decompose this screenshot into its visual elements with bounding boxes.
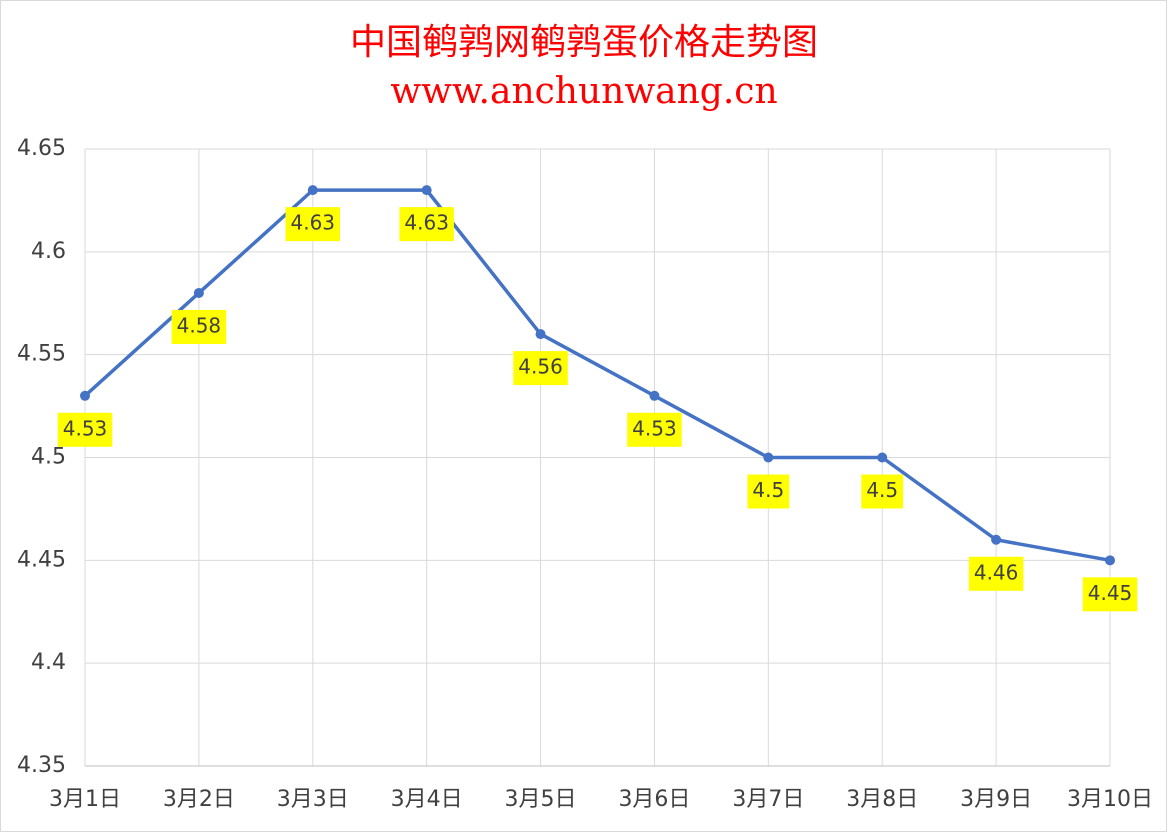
data-label: 4.45 bbox=[1088, 581, 1133, 605]
data-label-bg bbox=[399, 207, 454, 242]
x-tick-label: 3月2日 bbox=[163, 787, 235, 812]
x-tick-label: 3月10日 bbox=[1067, 787, 1153, 812]
y-tick-label: 4.45 bbox=[17, 547, 66, 572]
x-tick-label: 3月1日 bbox=[49, 787, 121, 812]
data-label-bg bbox=[57, 412, 113, 447]
point bbox=[1105, 555, 1115, 566]
y-tick-label: 4.6 bbox=[31, 239, 66, 264]
data-label-bg bbox=[1082, 577, 1138, 612]
point bbox=[535, 329, 546, 340]
data-label: 4.53 bbox=[632, 416, 677, 440]
point bbox=[877, 452, 888, 463]
y-tick-label: 4.35 bbox=[17, 753, 66, 778]
line bbox=[83, 188, 1111, 563]
point bbox=[649, 390, 660, 401]
data-label: 4.46 bbox=[974, 560, 1019, 584]
y-tick-label: 4.55 bbox=[17, 342, 66, 367]
point bbox=[421, 185, 432, 196]
x-tick-label: 3月7日 bbox=[732, 787, 804, 812]
x-tick-label: 3月5日 bbox=[505, 787, 577, 812]
data-label: 4.53 bbox=[63, 416, 108, 440]
x-tick-label: 3月8日 bbox=[846, 787, 918, 812]
data-label-bg bbox=[171, 309, 227, 344]
point bbox=[307, 185, 318, 196]
data-label: 4.58 bbox=[177, 313, 222, 337]
data-label-bg bbox=[513, 351, 568, 386]
x-tick-label: 3月9日 bbox=[960, 787, 1032, 812]
point bbox=[763, 452, 774, 463]
y-tick-label: 4.4 bbox=[31, 650, 66, 675]
x-tick-label: 3月4日 bbox=[391, 787, 463, 812]
data-label: 4.63 bbox=[404, 211, 449, 235]
data-label-bg bbox=[968, 556, 1024, 591]
y-tick-label: 4.65 bbox=[17, 136, 66, 161]
x-tick-label: 3月6日 bbox=[618, 787, 690, 812]
data-label: 4.63 bbox=[291, 211, 336, 235]
data-label: 4.5 bbox=[752, 478, 784, 502]
data-label-bg bbox=[285, 207, 341, 242]
data-label-bg bbox=[861, 474, 904, 509]
x-tick-label: 3月3日 bbox=[277, 787, 349, 812]
data-label-bg bbox=[627, 412, 682, 447]
chart-subtitle: www.anchunwang.cn bbox=[390, 71, 777, 112]
point bbox=[991, 534, 1002, 545]
y-tick-label: 4.5 bbox=[31, 445, 66, 470]
data-label-bg bbox=[747, 474, 790, 509]
point bbox=[193, 287, 204, 298]
chart-title: 中国鹌鹑网鹌鹑蛋价格走势图 bbox=[350, 22, 818, 63]
data-label: 4.56 bbox=[518, 355, 563, 379]
data-label: 4.5 bbox=[866, 478, 898, 502]
point bbox=[80, 390, 90, 401]
